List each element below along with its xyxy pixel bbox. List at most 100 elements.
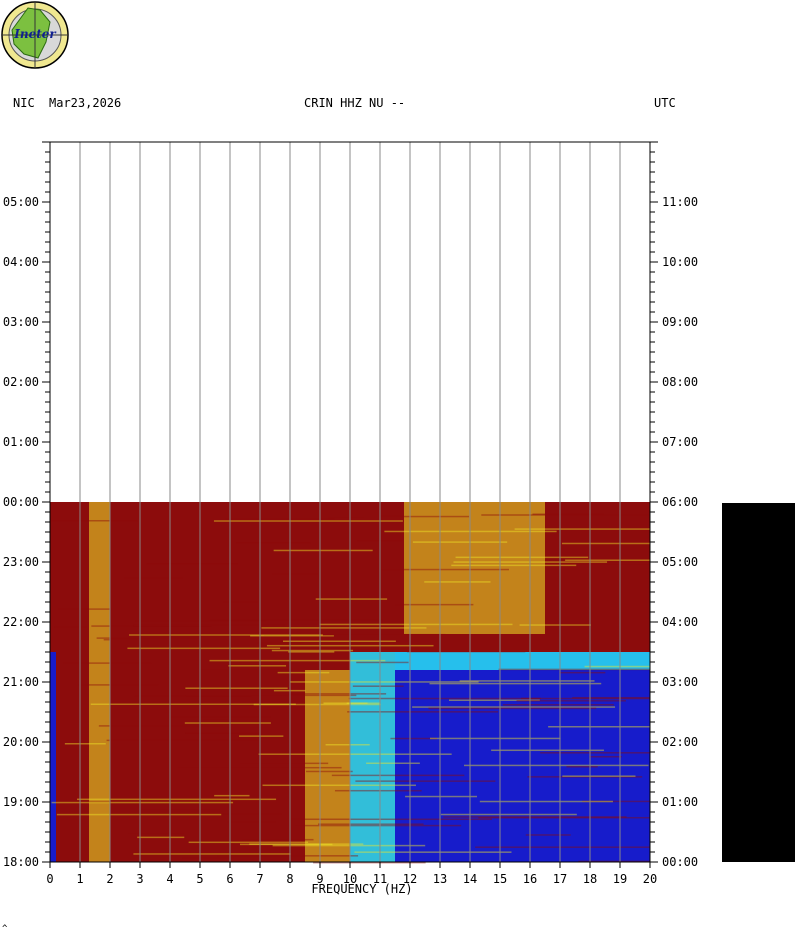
heatmap-streak: [562, 775, 636, 777]
right-time-label: 00:00: [662, 855, 698, 869]
x-tick-label: 12: [403, 872, 417, 886]
heatmap-streak: [200, 668, 293, 671]
heatmap-streak: [581, 563, 650, 566]
heatmap-streak: [182, 857, 235, 859]
heatmap-streak: [90, 703, 296, 706]
right-time-label: 03:00: [662, 675, 698, 689]
heatmap-streak: [498, 668, 650, 671]
heatmap-streak: [491, 749, 604, 752]
heatmap-streak: [240, 762, 329, 765]
right-time-axis: 00:00 01:00 02:00 03:00 04:00 05:00 06:00 07:00…: [650, 141, 698, 869]
heatmap-streak: [448, 699, 540, 701]
heatmap-streak: [249, 843, 364, 845]
heatmap-streak: [170, 716, 271, 718]
heatmap-streak: [294, 824, 462, 827]
heatmap-streak: [306, 770, 353, 773]
x-tick-label: 13: [433, 872, 447, 886]
heatmap-streak: [424, 581, 491, 583]
date-label: Mar23,2026: [49, 96, 122, 110]
heatmap-streak: [313, 861, 426, 864]
heatmap-band: [50, 652, 56, 862]
heatmap-streak: [289, 681, 479, 683]
heatmap-streak: [356, 661, 409, 664]
heatmap-streak: [98, 725, 223, 727]
x-tick-label: 18: [583, 872, 597, 886]
heatmap-streak: [54, 626, 88, 628]
heatmap-streak: [459, 680, 595, 682]
heatmap-streak: [428, 707, 597, 710]
timezone-label: UTC: [654, 96, 676, 110]
heatmap-streak: [381, 568, 509, 571]
heatmap-streak: [257, 642, 304, 644]
x-tick-label: 11: [373, 872, 387, 886]
heatmap-streak: [455, 556, 589, 559]
heatmap-streak: [532, 513, 604, 515]
heatmap-streak: [429, 682, 602, 685]
heatmap-streak: [527, 776, 643, 778]
right-time-label: 01:00: [662, 795, 698, 809]
heatmap-streak: [51, 801, 234, 804]
heatmap-streak: [185, 687, 288, 689]
heatmap-streak: [209, 619, 384, 621]
heatmap-streak: [288, 651, 335, 653]
heatmap-streak: [262, 784, 416, 787]
heatmap-streak: [239, 735, 284, 737]
heatmap-streak: [50, 520, 138, 522]
heatmap-streak: [521, 697, 650, 700]
right-time-label: 05:00: [662, 555, 698, 569]
ineter-logo: Ineter: [1, 1, 69, 69]
heatmap-streak: [584, 665, 650, 668]
x-tick-label: 20: [643, 872, 657, 886]
heatmap-streak: [140, 808, 221, 811]
heatmap-streak: [261, 627, 427, 629]
heatmap-band: [110, 502, 305, 862]
heatmap-streak: [264, 633, 446, 636]
right-time-label: 09:00: [662, 315, 698, 329]
heatmap-streak: [170, 813, 282, 815]
right-time-label: 11:00: [662, 195, 698, 209]
heatmap-band: [56, 502, 89, 862]
heatmap-streak: [225, 518, 335, 520]
heatmap-streak: [272, 573, 319, 575]
heatmap-streak: [63, 662, 152, 664]
heatmap-streak: [395, 603, 474, 606]
heatmap-streak: [334, 789, 422, 792]
heatmap-streak: [481, 514, 650, 516]
left-time-label: 20:00: [3, 735, 39, 749]
heatmap-streak: [288, 693, 387, 695]
x-axis-label: FREQUENCY (HZ): [311, 882, 412, 896]
heatmap-band: [395, 652, 650, 670]
heatmap-streak: [185, 694, 357, 697]
heatmap-streak: [346, 702, 380, 704]
footer-mark: ^: [2, 924, 8, 934]
clipping-indicator-bar: [722, 503, 795, 862]
heatmap-streak: [478, 816, 650, 819]
heatmap-band: [89, 502, 110, 862]
heatmap-streak: [430, 737, 561, 740]
heatmap-streak: [78, 684, 159, 686]
left-time-label: 04:00: [3, 255, 39, 269]
frequency-axis: 0 1 2 3 4 5 6 7 8 9 10 11 12 13 14 15 16 17 18 19 20: [46, 862, 657, 886]
heatmap-streak: [227, 821, 276, 823]
left-time-label: 21:00: [3, 675, 39, 689]
right-time-label: 10:00: [662, 255, 698, 269]
heatmap-streak: [323, 702, 368, 704]
heatmap-streak: [443, 816, 627, 818]
x-tick-label: 16: [523, 872, 537, 886]
left-time-label: 18:00: [3, 855, 39, 869]
heatmap-streak: [540, 752, 650, 754]
x-tick-label: 3: [136, 872, 143, 886]
heatmap-streak: [566, 765, 598, 768]
x-tick-label: 15: [493, 872, 507, 886]
heatmap-band: [350, 652, 395, 862]
right-time-label: 07:00: [662, 435, 698, 449]
right-time-label: 04:00: [662, 615, 698, 629]
x-tick-label: 17: [553, 872, 567, 886]
x-tick-label: 2: [106, 872, 113, 886]
left-time-label: 22:00: [3, 615, 39, 629]
heatmap-streak: [589, 755, 622, 758]
right-time-label: 02:00: [662, 735, 698, 749]
frequency-grid: [79, 142, 621, 862]
heatmap-streak: [64, 742, 106, 745]
